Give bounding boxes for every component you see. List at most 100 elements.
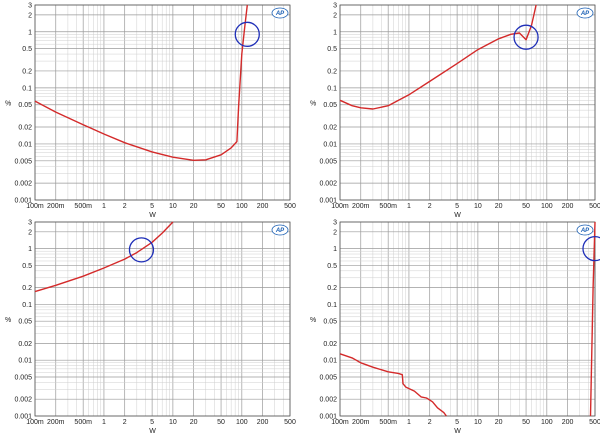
y-tick-label: 0.002 [14, 181, 32, 188]
y-tick-label: 0.005 [14, 158, 32, 165]
logo-ellipse [271, 224, 289, 236]
y-tick-label: 0.5 [327, 46, 337, 53]
y-tick-label: 0.002 [319, 181, 337, 188]
y-tick-label: 3 [333, 220, 337, 227]
y-tick-label: 0.01 [323, 358, 337, 365]
y-tick-label: 2 [28, 12, 32, 19]
y-axis-label: % [310, 317, 316, 324]
plot-frame [34, 221, 291, 417]
y-tick-label: 0.01 [323, 141, 337, 148]
y-tick-label: 0.002 [319, 397, 337, 404]
x-tick-label: 500 [284, 419, 296, 426]
y-tick-label: 0.2 [22, 68, 32, 75]
plot-area [340, 5, 595, 200]
plot-frame [34, 4, 291, 201]
y-tick-label: 0.01 [18, 358, 32, 365]
x-tick-label: 10 [169, 419, 177, 426]
x-axis-label: W [149, 212, 156, 219]
highlight-circle [582, 235, 600, 262]
y-tick-label: 0.1 [22, 302, 32, 309]
x-tick-label: 5 [150, 419, 154, 426]
y-axis-label: % [5, 317, 11, 324]
y-tick-label: 0.02 [18, 125, 32, 132]
y-tick-label: 3 [333, 3, 337, 10]
logo-ellipse [576, 224, 594, 236]
x-tick-label: 2 [123, 419, 127, 426]
x-tick-label: 20 [495, 419, 503, 426]
x-tick-label: 200m [47, 419, 65, 426]
y-tick-label: 0.2 [327, 285, 337, 292]
y-axis-label: % [5, 101, 11, 108]
y-tick-label: 0.02 [323, 125, 337, 132]
y-tick-label: 1 [28, 246, 32, 253]
x-tick-label: 100m [26, 203, 44, 210]
x-axis-label: W [149, 428, 156, 435]
y-tick-label: 0.002 [14, 397, 32, 404]
highlight-circle [234, 21, 260, 47]
x-axis-label: W [454, 428, 461, 435]
grid [34, 4, 291, 201]
x-tick-label: 50 [522, 203, 530, 210]
plot-area [35, 222, 290, 416]
x-tick-label: 50 [217, 203, 225, 210]
y-tick-label: 2 [333, 229, 337, 236]
logo-text: AP [275, 11, 285, 17]
x-tick-label: 500m [379, 419, 397, 426]
y-tick-label: 0.001 [319, 414, 337, 421]
x-tick-label: 10 [474, 203, 482, 210]
y-tick-label: 0.05 [323, 319, 337, 326]
y-tick-label: 0.2 [327, 68, 337, 75]
ap-logo: AP [271, 224, 289, 236]
logo-ellipse [576, 7, 594, 19]
y-tick-label: 0.1 [22, 85, 32, 92]
x-tick-label: 50 [217, 419, 225, 426]
x-tick-label: 500 [284, 203, 296, 210]
y-tick-label: 0.1 [327, 302, 337, 309]
x-tick-label: 200 [562, 203, 574, 210]
highlight-circle [513, 24, 539, 50]
x-tick-label: 1 [102, 419, 106, 426]
y-tick-label: 0.005 [14, 375, 32, 382]
x-tick-label: 100 [541, 203, 553, 210]
x-tick-label: 200 [562, 419, 574, 426]
series-line-1 [339, 353, 447, 417]
ap-logo: AP [576, 7, 594, 19]
x-tick-label: 100 [236, 203, 248, 210]
logo-text: AP [580, 228, 590, 234]
x-tick-label: 1 [407, 203, 411, 210]
x-tick-label: 100m [26, 419, 44, 426]
grid [339, 4, 596, 201]
ap-logo: AP [576, 224, 594, 236]
series-line-1 [34, 4, 248, 161]
x-tick-label: 500m [379, 203, 397, 210]
y-tick-label: 0.01 [18, 141, 32, 148]
x-tick-label: 200 [257, 203, 269, 210]
y-tick-label: 0.5 [22, 46, 32, 53]
logo-ellipse [271, 7, 289, 19]
series-line-1 [34, 221, 174, 293]
y-tick-label: 0.001 [319, 198, 337, 205]
x-tick-label: 1 [407, 419, 411, 426]
y-tick-label: 1 [333, 246, 337, 253]
x-tick-label: 20 [190, 203, 198, 210]
series-line-2 [589, 221, 596, 417]
x-tick-label: 500m [74, 419, 92, 426]
chart-panel-3: 100m 200m 500m 1 2 5 10 20 50 100 200 500 0.001 0.002… [5, 220, 296, 436]
y-tick-label: 0.005 [319, 158, 337, 165]
x-tick-label: 100m [331, 203, 349, 210]
x-tick-label: 100 [541, 419, 553, 426]
chart-panel-1: 100m 200m 500m 1 2 5 10 20 50 100 200 500 0.001 0.002… [5, 3, 296, 220]
x-axis-label: W [454, 212, 461, 219]
y-tick-label: 0.1 [327, 85, 337, 92]
highlight-circle [128, 237, 155, 263]
x-tick-label: 200m [47, 203, 65, 210]
chart-panel-2: 100m 200m 500m 1 2 5 10 20 50 100 200 500 0.001 0.002… [310, 3, 600, 220]
x-tick-label: 2 [428, 203, 432, 210]
y-tick-label: 0.5 [327, 263, 337, 270]
y-tick-label: 2 [333, 12, 337, 19]
x-tick-label: 200m [352, 419, 370, 426]
y-tick-label: 0.05 [323, 102, 337, 109]
x-tick-label: 5 [455, 419, 459, 426]
y-tick-label: 1 [28, 29, 32, 36]
x-tick-label: 1 [102, 203, 106, 210]
